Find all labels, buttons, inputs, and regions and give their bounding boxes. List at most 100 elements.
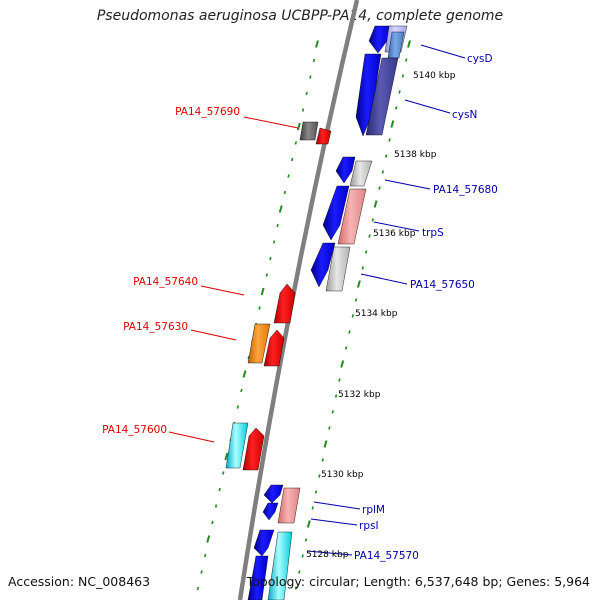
major-tick — [296, 122, 301, 131]
gene-arrow — [262, 502, 279, 521]
gene-label-pa14-57600: PA14_57600 — [102, 424, 167, 436]
accession-text: Accession: NC_008463 — [8, 574, 151, 589]
minor-tick — [321, 458, 324, 462]
major-tick — [340, 360, 345, 368]
minor-tick — [401, 74, 405, 78]
major-tick — [224, 452, 229, 461]
minor-tick — [305, 91, 308, 96]
minor-tick — [351, 314, 354, 318]
gene-arrow — [247, 555, 269, 600]
gene-arrow — [310, 242, 336, 288]
gene-labels-left: PA14_57690 PA14_57640 PA14_57630 PA14_57… — [102, 106, 240, 436]
gene-label-cysn: cysN — [452, 109, 477, 121]
leader-line — [200, 285, 245, 296]
gene-labels-right: cysD cysN PA14_57680 trpS PA14_57650 rpl… — [354, 53, 498, 562]
kbp-label: 5138 kbp — [394, 150, 437, 160]
page-title: Pseudomonas aeruginosa UCBPP-PA14, compl… — [96, 8, 504, 24]
minor-tick — [381, 170, 385, 174]
minor-tick — [298, 570, 301, 574]
gene-arrow — [315, 127, 332, 145]
gene-arrow — [273, 283, 296, 324]
minor-tick — [318, 474, 321, 478]
forward-strand-genes — [225, 121, 332, 471]
major-tick — [407, 40, 411, 48]
minor-tick — [344, 346, 348, 350]
gene-label-pa14-57570: PA14_57570 — [354, 550, 419, 562]
gene-label-rpsi: rpsI — [359, 520, 379, 532]
genome-summary-text: Topology: circular; Length: 6,537,648 bp… — [246, 574, 590, 589]
minor-tick — [304, 538, 308, 542]
minor-tick — [398, 90, 401, 94]
gene-label-rplm: rplM — [362, 504, 385, 516]
gene-arrow — [299, 121, 319, 141]
major-tick — [278, 205, 283, 213]
minor-tick — [311, 506, 314, 510]
leader-line — [190, 329, 237, 341]
tick-track-right — [294, 40, 411, 590]
leader-line — [168, 431, 215, 443]
gene-arrow — [267, 531, 293, 600]
minor-tick — [301, 554, 304, 558]
minor-tick — [200, 570, 203, 574]
gene-arrow — [242, 427, 265, 471]
minor-tick — [385, 154, 388, 158]
minor-tick — [314, 490, 318, 494]
major-tick — [373, 200, 378, 208]
minor-tick — [348, 330, 351, 334]
minor-tick — [371, 218, 375, 222]
minor-tick — [203, 553, 207, 558]
gene-label-trps: trpS — [422, 227, 444, 239]
gene-arrow — [277, 487, 301, 524]
gene-arrow — [263, 329, 285, 367]
leader-line — [243, 116, 299, 129]
gene-label-pa14-57630: PA14_57630 — [123, 321, 188, 333]
minor-tick — [291, 157, 294, 162]
gene-label-pa14-57680: PA14_57680 — [433, 184, 498, 196]
minor-tick — [388, 138, 391, 142]
gene-arrow — [365, 57, 399, 136]
gene-arrow — [387, 31, 405, 59]
minor-tick — [294, 141, 298, 145]
gene-arrow — [368, 25, 392, 54]
minor-tick — [301, 108, 305, 112]
minor-tick — [214, 504, 218, 508]
gene-arrow — [225, 422, 249, 469]
minor-tick — [269, 256, 272, 261]
minor-tick — [196, 586, 200, 591]
minor-tick — [265, 273, 269, 277]
gene-label-pa14-57690: PA14_57690 — [175, 106, 240, 118]
minor-tick — [222, 471, 225, 475]
gene-arrow — [263, 484, 284, 504]
gene-label-pa14-57650: PA14_57650 — [410, 279, 475, 291]
kbp-label: 5134 kbp — [355, 309, 398, 319]
major-tick — [356, 280, 361, 288]
kbp-label: 5130 kbp — [321, 470, 364, 480]
leader-line — [404, 99, 451, 114]
genome-backbone — [237, 0, 360, 600]
gene-label-pa14-57640: PA14_57640 — [133, 276, 198, 288]
minor-tick — [368, 234, 371, 238]
major-tick — [390, 120, 395, 128]
major-tick — [260, 287, 265, 296]
kbp-label: 5140 kbp — [413, 71, 456, 81]
gene-arrow — [247, 323, 271, 364]
gene-arrow — [335, 156, 356, 184]
kbp-label: 5128 kbp — [306, 550, 349, 560]
minor-tick — [294, 586, 298, 590]
leader-line — [384, 179, 431, 190]
major-tick — [242, 370, 247, 378]
label-leader-lines — [168, 44, 466, 556]
gene-label-cysd: cysD — [467, 53, 493, 65]
leader-line — [306, 550, 353, 556]
minor-tick — [309, 75, 312, 79]
leader-line — [420, 44, 466, 59]
minor-tick — [283, 190, 287, 195]
minor-tick — [218, 487, 221, 492]
minor-tick — [240, 388, 243, 393]
gene-arrow — [322, 185, 350, 241]
major-tick — [306, 520, 311, 528]
minor-tick — [334, 394, 338, 398]
minor-tick — [236, 405, 239, 409]
minor-tick — [354, 298, 358, 302]
minor-tick — [405, 58, 408, 62]
